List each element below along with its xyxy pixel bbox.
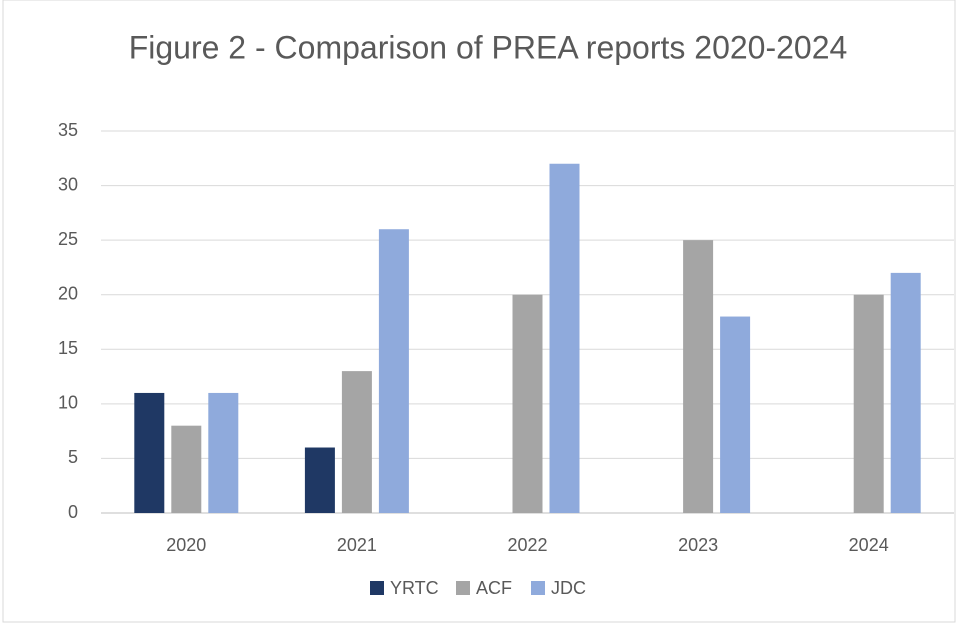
y-tick-label: 0 [68,502,78,522]
bar [549,163,580,513]
chart-title: Figure 2 - Comparison of PREA reports 20… [129,29,848,65]
y-tick-label: 25 [58,229,78,249]
y-tick-label: 30 [58,174,78,194]
bar [890,272,921,513]
y-tick-label: 15 [58,338,78,358]
bar [208,392,239,513]
legend-swatch [531,581,545,595]
x-tick-label: 2024 [849,535,889,555]
x-tick-label: 2020 [166,535,206,555]
legend-label: JDC [551,578,586,598]
y-tick-label: 20 [58,283,78,303]
bar [341,371,372,513]
bar [720,316,751,513]
bar [304,447,335,513]
legend-swatch [456,581,470,595]
legend-label: YRTC [390,578,439,598]
y-tick-label: 10 [58,393,78,413]
x-tick-label: 2022 [507,535,547,555]
bar [171,425,202,513]
bar [853,294,884,513]
bar [512,294,543,513]
legend-swatch [370,581,384,595]
y-tick-label: 35 [58,120,78,140]
bar [378,229,409,513]
y-tick-label: 5 [68,447,78,467]
bar [683,240,714,513]
bar [134,392,165,513]
x-tick-label: 2023 [678,535,718,555]
x-tick-label: 2021 [337,535,377,555]
legend-label: ACF [476,578,512,598]
